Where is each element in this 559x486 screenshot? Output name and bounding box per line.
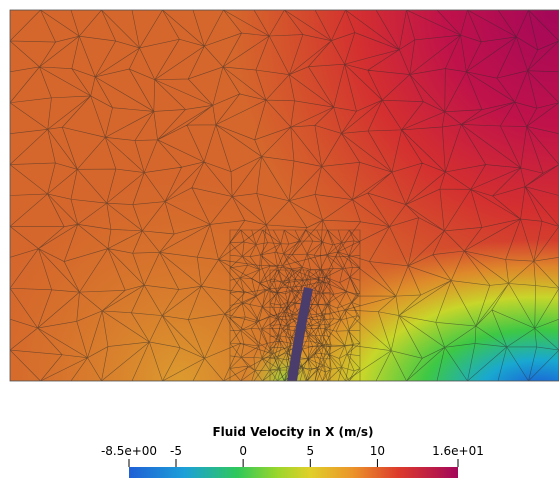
- tick-label: 10: [370, 444, 385, 458]
- mesh: [10, 10, 559, 381]
- tick-label: -5: [170, 444, 182, 458]
- tick-label: 0: [239, 444, 247, 458]
- tick-label: 1.6e+01: [432, 444, 484, 458]
- domain-border: [9, 9, 559, 382]
- colorbar: [129, 467, 458, 478]
- plate: [287, 287, 313, 381]
- field: [10, 10, 559, 381]
- tick-label: -8.5e+00: [101, 444, 157, 458]
- mesh-lines: [10, 10, 559, 381]
- colorbar-title: Fluid Velocity in X (m/s): [212, 425, 373, 439]
- tick-label: 5: [306, 444, 314, 458]
